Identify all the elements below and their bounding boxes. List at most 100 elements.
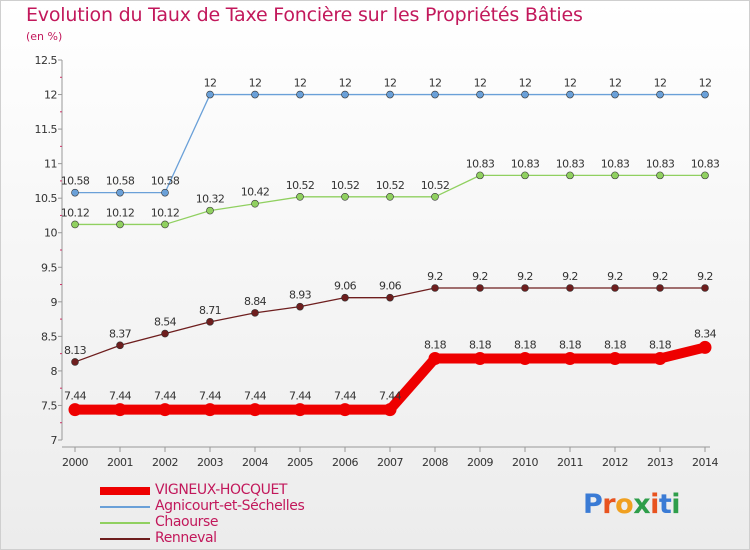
x-tick-label: 2003 xyxy=(197,456,223,469)
logo-letter: t xyxy=(658,489,672,520)
data-label-agnicourt-et-s-chelles: 12 xyxy=(474,77,487,90)
data-label-vigneux-hocquet: 7.44 xyxy=(154,390,177,403)
data-label-chaourse: 10.32 xyxy=(196,193,225,206)
data-label-renneval: 9.2 xyxy=(607,270,623,283)
legend-swatch-agnicourt xyxy=(100,506,150,508)
data-label-chaourse: 10.83 xyxy=(601,157,630,170)
data-point-chaourse xyxy=(116,220,124,229)
data-point-chaourse xyxy=(701,171,709,180)
data-label-chaourse: 10.42 xyxy=(241,186,270,199)
data-label-chaourse: 10.52 xyxy=(286,179,315,192)
data-label-agnicourt-et-s-chelles: 12 xyxy=(204,77,217,90)
data-label-chaourse: 10.83 xyxy=(646,157,675,170)
legend-label-vigneux-hocquet: VIGNEUX-HOCQUET xyxy=(155,482,288,498)
x-tick-label: 2007 xyxy=(377,456,403,469)
data-point-vigneux-hocquet xyxy=(113,403,127,417)
legend-item-renneval: Renneval xyxy=(100,530,400,547)
x-tick-label: 2011 xyxy=(557,456,583,469)
data-point-vigneux-hocquet xyxy=(563,351,577,365)
legend-label-agnicourt: Agnicourt-et-Séchelles xyxy=(155,498,305,514)
data-label-chaourse: 10.83 xyxy=(691,157,720,170)
data-label-vigneux-hocquet: 8.18 xyxy=(469,338,492,351)
x-tick-label: 2002 xyxy=(152,456,178,469)
data-label-renneval: 8.93 xyxy=(289,289,312,302)
y-tick-label: 11 xyxy=(44,158,57,171)
data-label-vigneux-hocquet: 7.44 xyxy=(334,390,357,403)
logo-letter: o xyxy=(615,489,634,520)
data-point-vigneux-hocquet xyxy=(248,403,262,417)
x-tick-label: 2005 xyxy=(287,456,313,469)
data-point-renneval xyxy=(296,302,304,311)
data-label-vigneux-hocquet: 7.44 xyxy=(199,390,222,403)
data-label-renneval: 9.2 xyxy=(517,270,533,283)
x-tick-label: 2000 xyxy=(62,456,88,469)
logo-letter: x xyxy=(633,489,651,520)
data-point-agnicourt-et-s-chelles xyxy=(206,90,214,99)
data-label-vigneux-hocquet: 8.18 xyxy=(514,338,537,351)
data-point-renneval xyxy=(251,309,259,317)
data-point-agnicourt-et-s-chelles xyxy=(476,90,484,99)
data-label-renneval: 8.84 xyxy=(244,295,267,308)
data-label-agnicourt-et-s-chelles: 10.58 xyxy=(106,175,135,188)
x-tick-label: 2009 xyxy=(467,456,493,469)
y-tick-label: 7 xyxy=(51,434,58,447)
data-label-vigneux-hocquet: 8.18 xyxy=(604,338,627,351)
data-point-agnicourt-et-s-chelles xyxy=(116,188,124,197)
data-point-vigneux-hocquet xyxy=(203,403,217,417)
data-label-vigneux-hocquet: 7.44 xyxy=(379,390,402,403)
data-label-renneval: 8.37 xyxy=(109,327,132,340)
data-point-renneval xyxy=(656,284,664,292)
data-point-renneval xyxy=(701,284,709,292)
data-point-chaourse xyxy=(386,193,394,201)
data-point-agnicourt-et-s-chelles xyxy=(431,90,439,99)
legend-item-agnicourt: Agnicourt-et-Séchelles xyxy=(100,498,400,515)
x-tick-label: 2012 xyxy=(602,456,628,469)
data-point-chaourse xyxy=(476,171,484,180)
x-tick-label: 2010 xyxy=(512,456,538,469)
data-point-vigneux-hocquet xyxy=(338,403,352,417)
data-point-renneval xyxy=(386,293,394,302)
data-point-vigneux-hocquet xyxy=(158,403,172,417)
data-label-renneval: 9.2 xyxy=(472,270,488,283)
data-point-chaourse xyxy=(611,171,619,180)
data-label-agnicourt-et-s-chelles: 12 xyxy=(429,77,442,90)
y-tick-label: 7.5 xyxy=(41,399,57,412)
data-point-agnicourt-et-s-chelles xyxy=(566,90,574,99)
data-point-renneval xyxy=(431,284,439,292)
chart-title: Evolution du Taux de Taxe Foncière sur l… xyxy=(26,4,583,26)
data-point-agnicourt-et-s-chelles xyxy=(701,90,709,99)
data-point-renneval xyxy=(206,318,214,326)
x-tick-label: 2001 xyxy=(107,456,133,469)
data-point-chaourse xyxy=(341,193,349,201)
data-point-vigneux-hocquet xyxy=(473,351,487,365)
data-label-agnicourt-et-s-chelles: 12 xyxy=(654,77,667,90)
y-tick-label: 9.5 xyxy=(41,261,57,274)
data-label-renneval: 9.2 xyxy=(427,270,443,283)
data-label-vigneux-hocquet: 7.44 xyxy=(109,390,132,403)
data-point-renneval xyxy=(611,284,619,292)
data-point-agnicourt-et-s-chelles xyxy=(386,90,394,99)
data-label-renneval: 9.2 xyxy=(652,270,668,283)
data-point-vigneux-hocquet xyxy=(653,351,667,365)
data-label-renneval: 8.54 xyxy=(154,316,177,329)
legend-item-chaourse: Chaourse xyxy=(100,514,400,531)
data-label-agnicourt-et-s-chelles: 12 xyxy=(249,77,262,90)
data-label-renneval: 8.71 xyxy=(199,304,221,317)
legend-label-renneval: Renneval xyxy=(155,530,217,546)
data-point-chaourse xyxy=(206,206,214,215)
data-label-agnicourt-et-s-chelles: 12 xyxy=(564,77,577,90)
data-label-chaourse: 10.12 xyxy=(61,206,90,219)
data-point-vigneux-hocquet xyxy=(698,340,712,354)
data-point-vigneux-hocquet xyxy=(518,351,532,365)
data-label-renneval: 9.2 xyxy=(562,270,578,283)
data-label-renneval: 9.06 xyxy=(334,280,357,293)
data-label-chaourse: 10.12 xyxy=(106,206,135,219)
logo-letter: i xyxy=(650,489,659,520)
x-tick-label: 2004 xyxy=(242,456,268,469)
data-point-agnicourt-et-s-chelles xyxy=(296,90,304,99)
data-point-vigneux-hocquet xyxy=(293,403,307,417)
data-point-chaourse xyxy=(251,199,259,208)
legend-label-chaourse: Chaourse xyxy=(155,514,219,530)
